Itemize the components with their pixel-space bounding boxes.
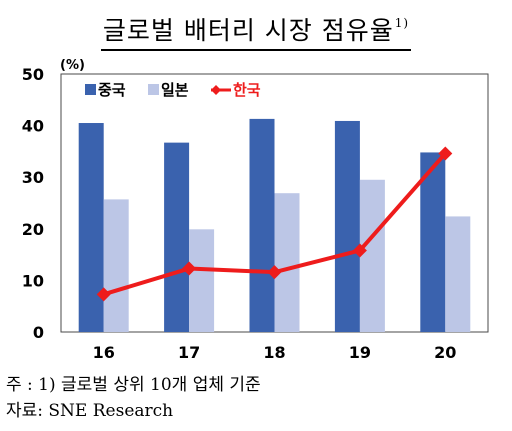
bar-중국-16	[78, 123, 104, 333]
x-tick-label: 19	[349, 343, 371, 362]
bar-중국-17	[164, 142, 190, 332]
line-point-한국-18	[267, 265, 282, 280]
footnote: 주 : 1) 글로벌 상위 10개 업체 기준	[6, 375, 261, 395]
line-point-한국-17	[182, 261, 197, 276]
bar-중국-18	[249, 118, 275, 332]
y-tick-label: 10	[22, 271, 44, 290]
chart-area: 0 10 20 30 40 50 (%) 16 17 18 19 20 중국 일본 한국	[22, 58, 489, 362]
legend-swatch-일본	[148, 84, 159, 95]
chart-title: 글로벌 배터리 시장 점유율1)	[100, 8, 412, 51]
x-tick-label: 17	[178, 343, 200, 362]
x-tick-label: 16	[93, 343, 115, 362]
legend-label-중국: 중국	[98, 81, 126, 99]
bar-중국-20	[420, 152, 446, 332]
y-tick-label: 30	[22, 168, 44, 187]
source-note: 자료: SNE Research	[6, 401, 174, 421]
legend-label-한국: 한국	[233, 81, 261, 99]
chart-title-wrap: 글로벌 배터리 시장 점유율1)	[0, 8, 512, 51]
title-footnote-mark: 1)	[394, 16, 410, 30]
y-tick-label: 0	[33, 323, 44, 342]
y-unit-label: (%)	[60, 58, 85, 73]
legend-label-일본: 일본	[161, 81, 189, 99]
y-tick-label: 20	[22, 220, 44, 239]
legend-swatch-중국	[85, 84, 96, 95]
line-point-한국-20	[438, 146, 453, 161]
bar-일본-19	[359, 179, 385, 332]
x-tick-label: 18	[263, 343, 285, 362]
y-tick-label: 40	[22, 117, 44, 136]
x-tick-label: 20	[434, 343, 456, 362]
legend-marker-한국	[211, 85, 221, 95]
bar-중국-19	[334, 120, 360, 333]
line-point-한국-19	[352, 243, 367, 258]
bar-일본-17	[189, 229, 215, 332]
bar-일본-16	[103, 199, 129, 332]
y-tick-label: 50	[22, 65, 44, 84]
line-point-한국-16	[96, 287, 111, 302]
bar-일본-20	[445, 216, 471, 332]
bar-일본-18	[274, 193, 300, 332]
